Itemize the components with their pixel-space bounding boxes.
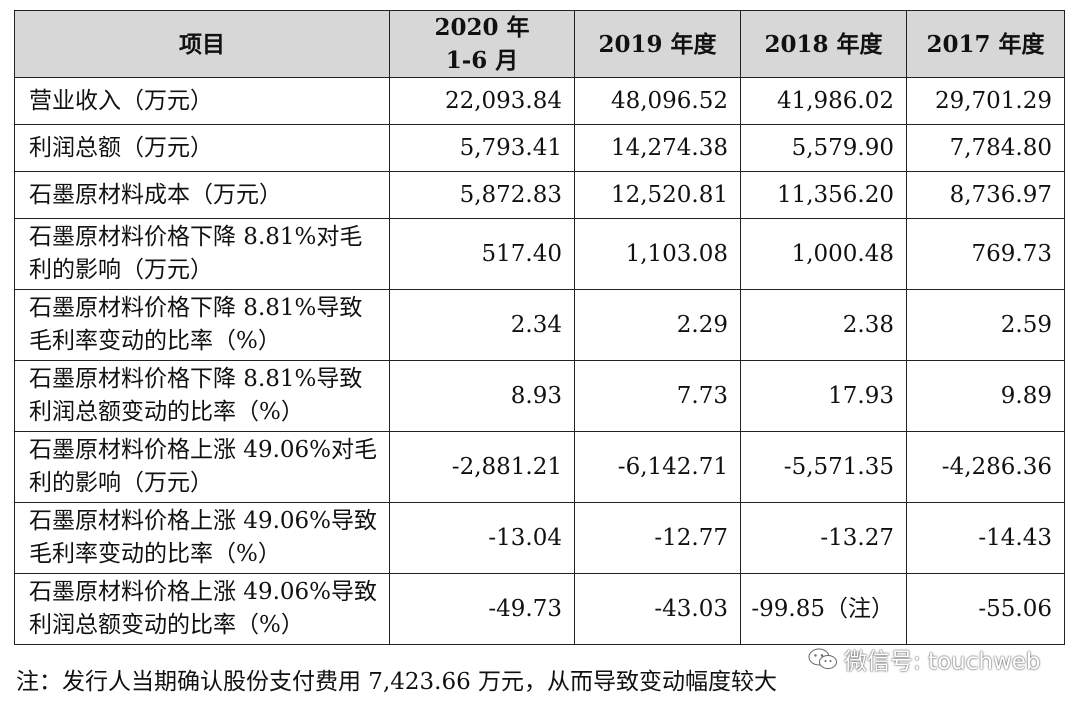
cell-value: 41,986.02 — [740, 77, 907, 125]
row-label: 石墨原材料价格下降 8.81%导致利润总额变动的比率（%） — [14, 360, 390, 432]
watermark-text: 微信号: touchweb — [844, 649, 1041, 675]
cell-value: -2,881.21 — [389, 431, 575, 503]
cell-value: 2.38 — [740, 289, 907, 361]
header-2018: 2018 年度 — [740, 10, 907, 78]
table-row: 营业收入（万元） 22,093.84 48,096.52 41,986.02 2… — [14, 77, 1065, 125]
cell-value: -14.43 — [906, 502, 1065, 574]
cell-value: 517.40 — [389, 218, 575, 290]
cell-value: 12,520.81 — [574, 171, 741, 219]
cell-value: 7.73 — [574, 360, 741, 432]
row-label: 石墨原材料价格上涨 49.06%对毛利的影响（万元） — [14, 431, 390, 503]
cell-value: -4,286.36 — [906, 431, 1065, 503]
cell-value: 2.59 — [906, 289, 1065, 361]
cell-value: -13.27 — [740, 502, 907, 574]
cell-value: 7,784.80 — [906, 124, 1065, 172]
cell-value: 2.34 — [389, 289, 575, 361]
cell-value: -49.73 — [389, 573, 575, 645]
header-2020h1-year: 2020 年 — [434, 14, 530, 41]
cell-value: 11,356.20 — [740, 171, 907, 219]
cell-value: 2.29 — [574, 289, 741, 361]
header-row: 项目 2020 年 1-6 月 2019 年度 2018 年度 2017 年度 — [14, 10, 1065, 78]
table-row: 石墨原材料价格上涨 49.06%导致利润总额变动的比率（%） -49.73 -4… — [14, 573, 1065, 645]
cell-value: 14,274.38 — [574, 124, 741, 172]
header-item: 项目 — [14, 10, 390, 78]
cell-value: -12.77 — [574, 502, 741, 574]
row-label: 石墨原材料价格上涨 49.06%导致利润总额变动的比率（%） — [14, 573, 390, 645]
cell-value: 5,793.41 — [389, 124, 575, 172]
cell-value: 29,701.29 — [906, 77, 1065, 125]
cell-value: -99.85（注） — [740, 573, 907, 645]
table-row: 石墨原材料价格上涨 49.06%导致毛利率变动的比率（%） -13.04 -12… — [14, 502, 1065, 574]
cell-value: 48,096.52 — [574, 77, 741, 125]
header-2020h1-period: 1-6 月 — [445, 47, 519, 74]
header-2020h1: 2020 年 1-6 月 — [389, 10, 575, 78]
table-row: 石墨原材料价格下降 8.81%对毛利的影响（万元） 517.40 1,103.0… — [14, 218, 1065, 290]
row-label: 石墨原材料价格上涨 49.06%导致毛利率变动的比率（%） — [14, 502, 390, 574]
cell-value: 769.73 — [906, 218, 1065, 290]
cell-value: 9.89 — [906, 360, 1065, 432]
row-label: 石墨原材料价格下降 8.81%导致毛利率变动的比率（%） — [14, 289, 390, 361]
table-row: 石墨原材料价格下降 8.81%导致利润总额变动的比率（%） 8.93 7.73 … — [14, 360, 1065, 432]
cell-value: 1,103.08 — [574, 218, 741, 290]
cell-value: 5,579.90 — [740, 124, 907, 172]
cell-value: -5,571.35 — [740, 431, 907, 503]
row-label: 石墨原材料成本（万元） — [14, 171, 390, 219]
financial-table: 项目 2020 年 1-6 月 2019 年度 2018 年度 2017 年度 … — [14, 10, 1065, 645]
cell-value: -6,142.71 — [574, 431, 741, 503]
cell-value: 5,872.83 — [389, 171, 575, 219]
table-row: 石墨原材料价格上涨 49.06%对毛利的影响（万元） -2,881.21 -6,… — [14, 431, 1065, 503]
header-2017: 2017 年度 — [906, 10, 1065, 78]
row-label: 石墨原材料价格下降 8.81%对毛利的影响（万元） — [14, 218, 390, 290]
table-row: 利润总额（万元） 5,793.41 14,274.38 5,579.90 7,7… — [14, 124, 1065, 172]
row-label: 利润总额（万元） — [14, 124, 390, 172]
footnote: 注：发行人当期确认股份支付费用 7,423.66 万元，从而导致变动幅度较大 — [16, 669, 778, 695]
table-row: 石墨原材料成本（万元） 5,872.83 12,520.81 11,356.20… — [14, 171, 1065, 219]
row-label: 营业收入（万元） — [14, 77, 390, 125]
cell-value: -13.04 — [389, 502, 575, 574]
watermark: 微信号: touchweb — [808, 642, 1041, 676]
header-2019: 2019 年度 — [574, 10, 741, 78]
cell-value: 8.93 — [389, 360, 575, 432]
table-row: 石墨原材料价格下降 8.81%导致毛利率变动的比率（%） 2.34 2.29 2… — [14, 289, 1065, 361]
cell-value: -43.03 — [574, 573, 741, 645]
cell-value: -55.06 — [906, 573, 1065, 645]
cell-value: 22,093.84 — [389, 77, 575, 125]
cell-value: 8,736.97 — [906, 171, 1065, 219]
wechat-icon — [808, 648, 837, 669]
cell-value: 1,000.48 — [740, 218, 907, 290]
cell-value: 17.93 — [740, 360, 907, 432]
